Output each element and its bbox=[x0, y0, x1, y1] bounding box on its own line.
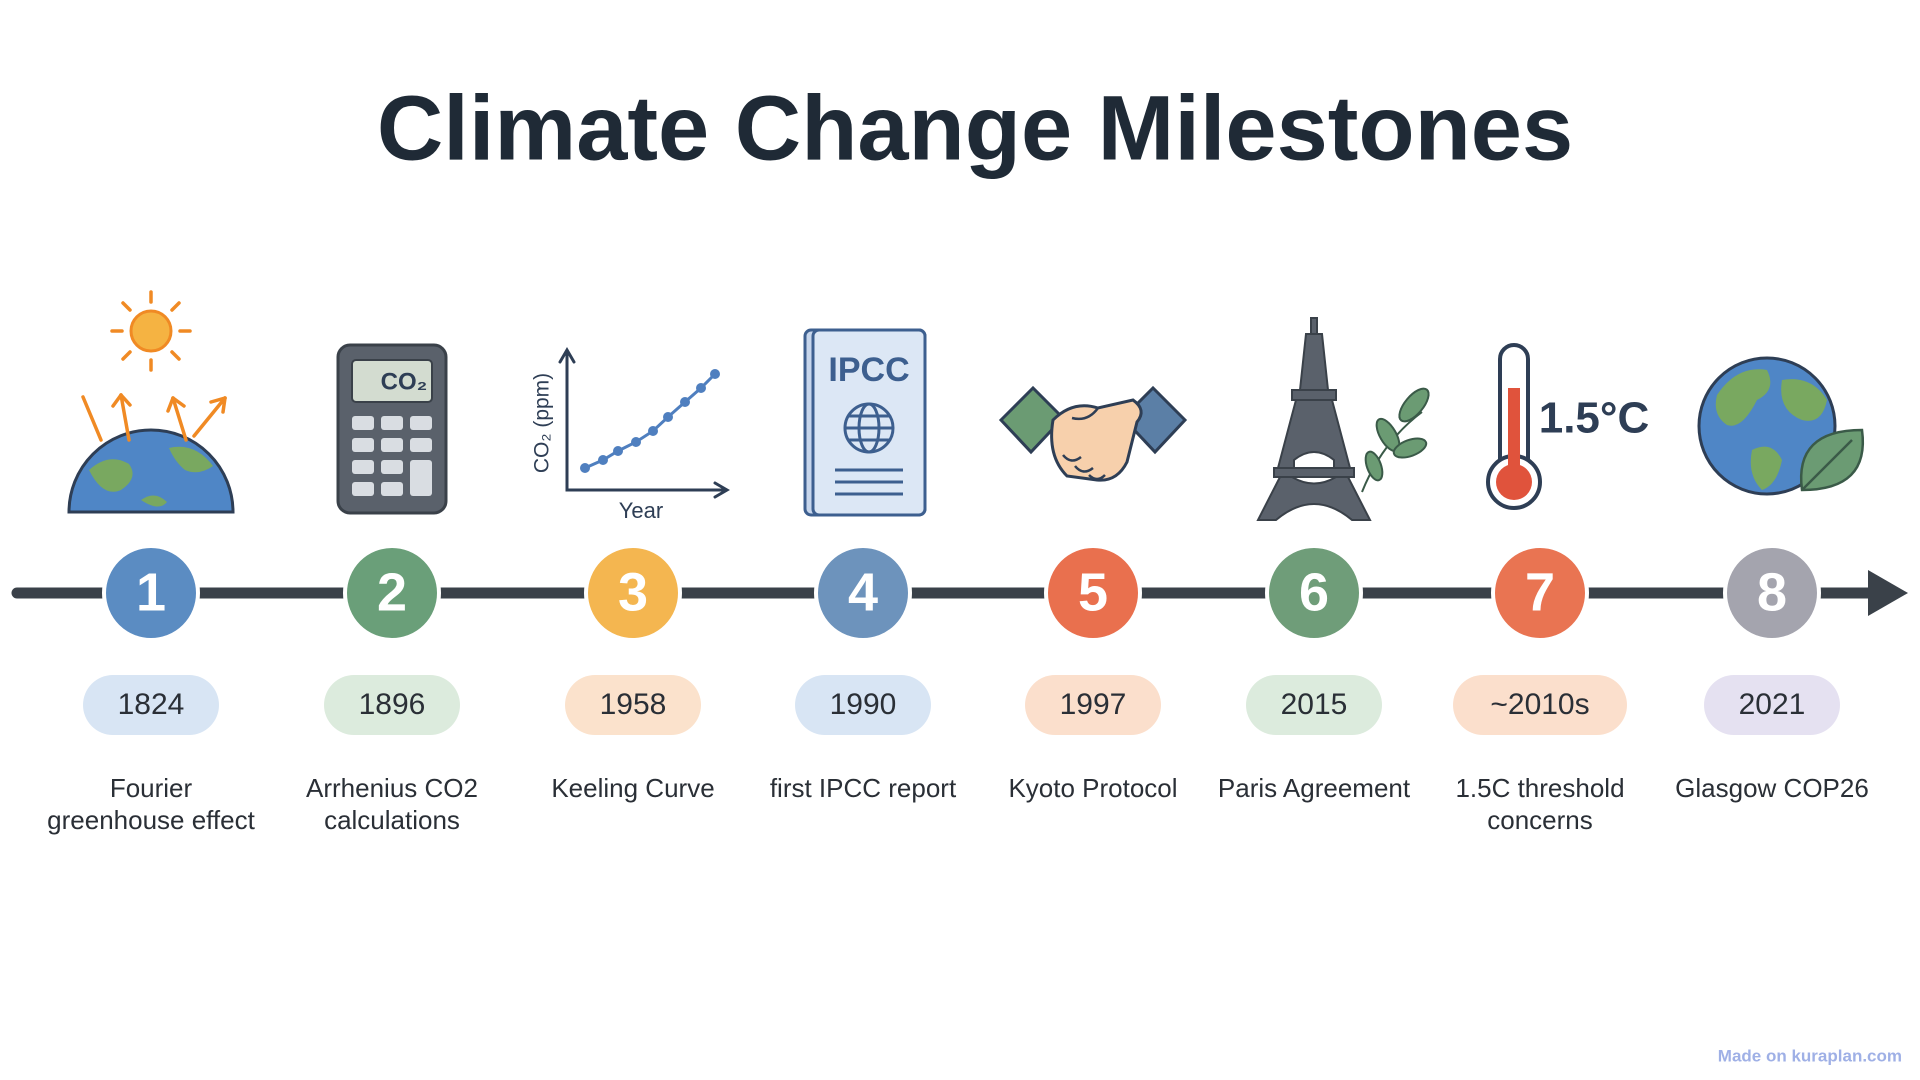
timeline-arrow bbox=[1868, 570, 1908, 616]
milestone-label: concerns bbox=[1487, 805, 1593, 835]
icon-report: IPCC bbox=[803, 328, 927, 517]
milestone-circle bbox=[102, 544, 200, 642]
icon-thermometer: 1.5°C bbox=[1486, 343, 1650, 510]
milestone: 4 1990 first IPCC report bbox=[770, 544, 957, 803]
report-text: IPCC bbox=[828, 351, 909, 389]
year-text: 1958 bbox=[600, 688, 667, 721]
year-pill bbox=[324, 675, 460, 735]
thermometer-text: 1.5°C bbox=[1539, 394, 1650, 443]
milestone-number: 8 bbox=[1757, 562, 1787, 622]
year-text: ~2010s bbox=[1490, 688, 1589, 721]
year-text: 2021 bbox=[1739, 688, 1806, 721]
milestone-number: 4 bbox=[848, 562, 878, 622]
milestone-circle bbox=[1723, 544, 1821, 642]
title: Climate Change Milestones bbox=[377, 77, 1573, 179]
milestone: 5 1997 Kyoto Protocol bbox=[1008, 544, 1178, 803]
chart-x-label: Year bbox=[619, 498, 663, 523]
year-pill bbox=[1025, 675, 1161, 735]
milestone-circle bbox=[1044, 544, 1142, 642]
icon-sun-earth bbox=[67, 290, 235, 514]
milestone-number: 2 bbox=[377, 562, 407, 622]
milestone-label: 1.5C threshold bbox=[1455, 773, 1624, 803]
year-pill bbox=[1246, 675, 1382, 735]
milestone-label: first IPCC report bbox=[770, 773, 957, 803]
milestone: 3 1958 Keeling Curve bbox=[551, 544, 715, 803]
milestone: 6 2015 Paris Agreement bbox=[1218, 544, 1411, 803]
milestone-label: calculations bbox=[324, 805, 460, 835]
milestone-circle bbox=[1265, 544, 1363, 642]
year-text: 1896 bbox=[359, 688, 426, 721]
milestone-label: Fourier bbox=[110, 773, 193, 803]
milestone-label: Glasgow COP26 bbox=[1675, 773, 1869, 803]
year-pill bbox=[83, 675, 219, 735]
year-pill bbox=[1453, 675, 1627, 735]
milestone-number: 6 bbox=[1299, 562, 1329, 622]
milestone-circle bbox=[584, 544, 682, 642]
year-pill bbox=[795, 675, 931, 735]
milestone-label: Arrhenius CO2 bbox=[306, 773, 478, 803]
milestone-number: 3 bbox=[618, 562, 648, 622]
milestone-number: 7 bbox=[1525, 562, 1555, 622]
watermark: Made on kuraplan.com bbox=[1718, 1046, 1902, 1065]
calculator-text: CO₂ bbox=[381, 368, 428, 395]
milestone-label: Kyoto Protocol bbox=[1008, 773, 1177, 803]
milestone: 8 2021 Glasgow COP26 bbox=[1675, 544, 1869, 803]
milestone-number: 1 bbox=[136, 562, 166, 622]
year-text: 1990 bbox=[830, 688, 897, 721]
icon-handshake bbox=[998, 385, 1188, 482]
year-pill bbox=[565, 675, 701, 735]
chart-y-label: CO₂ (ppm) bbox=[531, 373, 554, 473]
milestone-label: Paris Agreement bbox=[1218, 773, 1411, 803]
icon-globe bbox=[1697, 356, 1865, 496]
milestone-label: greenhouse effect bbox=[47, 805, 255, 835]
year-pill bbox=[1704, 675, 1840, 735]
icon-eiffel bbox=[1256, 317, 1430, 521]
year-text: 2015 bbox=[1281, 688, 1348, 721]
milestone-label: Keeling Curve bbox=[551, 773, 714, 803]
year-text: 1824 bbox=[118, 688, 185, 721]
year-text: 1997 bbox=[1060, 688, 1127, 721]
milestone-circle bbox=[814, 544, 912, 642]
icon-chart: CO₂ (ppm) Year bbox=[531, 347, 730, 523]
milestone-circle bbox=[1491, 544, 1589, 642]
milestone-circle bbox=[343, 544, 441, 642]
milestone-number: 5 bbox=[1078, 562, 1108, 622]
icon-calculator: CO₂ bbox=[336, 343, 448, 515]
